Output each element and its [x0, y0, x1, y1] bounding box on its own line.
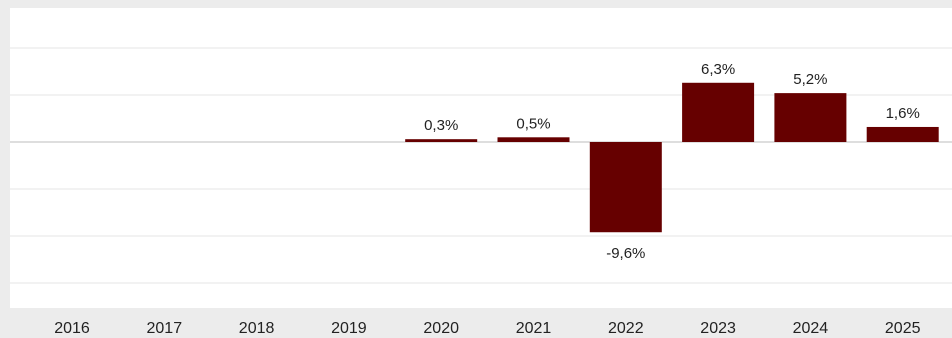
x-tick-label: 2025 [885, 320, 921, 337]
x-tick-label: 2023 [700, 320, 736, 337]
x-axis-tick-labels: 2016 2017 2018 2019 2020 2021 2022 2023 2024 2025 [54, 320, 920, 337]
bar [497, 137, 570, 142]
bar [682, 82, 755, 142]
data-label: 6,3% [701, 61, 735, 78]
x-tick-label: 2017 [147, 320, 183, 337]
data-label: 5,2% [793, 71, 827, 88]
x-tick-label: 2024 [793, 320, 829, 337]
bar [866, 126, 939, 142]
plot-area [10, 8, 952, 308]
data-label: 1,6% [886, 105, 920, 122]
data-label: 0,3% [424, 117, 458, 134]
x-tick-label: 2022 [608, 320, 644, 337]
bars [405, 82, 939, 233]
bar [589, 142, 662, 233]
data-label: 0,5% [516, 115, 550, 132]
x-tick-label: 2016 [54, 320, 90, 337]
x-tick-label: 2018 [239, 320, 275, 337]
data-labels: 0,3% 0,5% -9,6% 6,3% 5,2% 1,6% [424, 61, 920, 262]
data-label: -9,6% [606, 245, 645, 262]
x-tick-label: 2019 [331, 320, 367, 337]
bar [774, 93, 847, 142]
bar [405, 139, 478, 142]
x-tick-label: 2021 [516, 320, 552, 337]
x-tick-label: 2020 [423, 320, 459, 337]
